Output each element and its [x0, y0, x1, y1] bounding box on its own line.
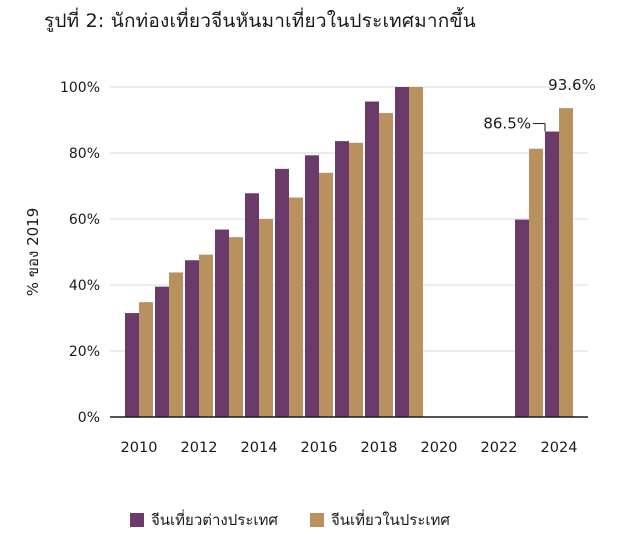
y-axis-title: % ของ 2019 [24, 208, 42, 297]
bar-domestic [259, 219, 273, 417]
bar-outbound [185, 260, 199, 417]
y-tick-label: 80% [69, 146, 100, 162]
bar-domestic [529, 148, 543, 417]
x-tick-label: 2022 [481, 440, 518, 456]
bar-domestic [349, 142, 363, 417]
bar-outbound [215, 229, 229, 417]
bar-domestic [229, 237, 243, 417]
bar-outbound [125, 313, 139, 417]
bar-outbound [395, 87, 409, 417]
bar-outbound [515, 219, 529, 417]
legend-item-outbound: จีนเที่ยวต่างประเทศ [130, 508, 278, 532]
bar-domestic [319, 172, 333, 417]
bar-outbound [275, 168, 289, 417]
data-label: 86.5% [483, 115, 531, 133]
y-tick-label: 0% [78, 410, 100, 426]
x-tick-label: 2016 [301, 440, 338, 456]
legend-item-domestic: จีนเที่ยวในประเทศ [309, 508, 450, 532]
y-tick-label: 100% [60, 80, 100, 96]
bar-domestic [169, 272, 183, 417]
x-tick-label: 2014 [241, 440, 278, 456]
chart-title: รูปที่ 2: นักท่องเที่ยวจีนหันมาเที่ยวในป… [44, 10, 476, 32]
bar-outbound [545, 131, 559, 418]
bar-outbound [365, 101, 379, 418]
bar-domestic [199, 254, 213, 417]
legend-swatch-outbound [130, 513, 144, 527]
legend-label-domestic: จีนเที่ยวในประเทศ [330, 511, 450, 529]
bar-outbound [245, 193, 259, 417]
bar-outbound [335, 141, 349, 417]
bar-domestic [559, 108, 573, 418]
bar-domestic [289, 197, 303, 417]
legend: จีนเที่ยวต่างประเทศ จีนเที่ยวในประเทศ [130, 508, 450, 532]
y-tick-label: 20% [69, 344, 100, 360]
legend-label-outbound: จีนเที่ยวต่างประเทศ [151, 511, 278, 529]
x-tick-label: 2012 [181, 440, 218, 456]
x-tick-label: 2018 [361, 440, 398, 456]
bar-outbound [155, 286, 169, 417]
bar-domestic [379, 113, 393, 417]
x-tick-label: 2024 [541, 440, 578, 456]
x-tick-label: 2010 [121, 440, 158, 456]
x-tick-label: 2020 [421, 440, 458, 456]
data-label: 93.6% [548, 76, 596, 94]
bar-outbound [305, 155, 319, 417]
bar-domestic [409, 87, 423, 417]
y-tick-label: 40% [69, 278, 100, 294]
legend-swatch-domestic [309, 513, 324, 527]
y-tick-label: 60% [69, 212, 100, 228]
bar-domestic [139, 302, 153, 417]
